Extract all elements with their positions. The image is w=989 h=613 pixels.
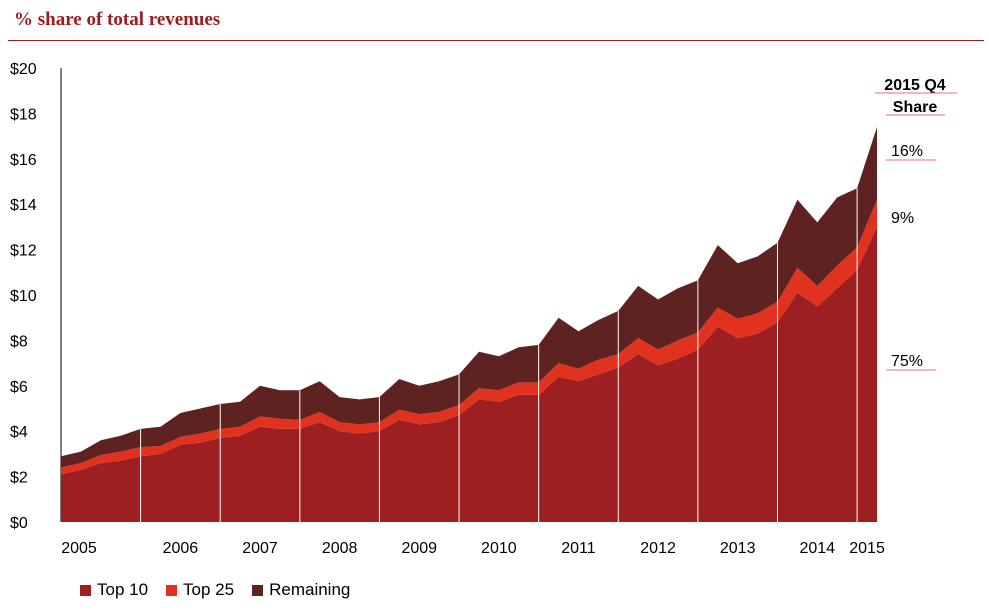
legend-item-top-10: Top 10 [80,580,148,600]
y-tick-label: $18 [10,106,37,123]
area-series-remaining [61,127,877,468]
x-year-label: 2012 [640,540,676,557]
legend-swatch [80,584,91,596]
share-header-line-1: 2015 Q4 [884,77,945,94]
x-year-label: 2010 [481,540,517,557]
title-rule [8,40,984,41]
x-year-label: 2013 [720,540,756,557]
x-year-label: 2005 [61,540,97,557]
share-header-line-2: Share [893,99,938,116]
y-tick-label: $2 [10,470,28,487]
legend-swatch [166,584,178,596]
x-year-label: 2007 [242,540,278,557]
x-year-label: 2006 [163,540,199,557]
y-tick-label: $0 [10,515,28,532]
y-tick-label: $14 [10,197,37,214]
x-year-label: 2008 [322,540,358,557]
area-series-top-10 [61,226,877,522]
chart-legend: Top 10 Top 25 Remaining [80,580,350,600]
y-tick-label: $8 [10,333,28,350]
legend-label: Top 10 [97,580,149,599]
legend-item-top-25: Top 25 [166,580,234,600]
x-year-label: 2014 [799,540,835,557]
x-year-label: 2011 [561,540,596,557]
share-value-top-25: 9% [891,210,914,227]
share-value-remaining: 16% [891,143,923,160]
x-year-label: 2009 [401,540,437,557]
y-tick-label: $6 [10,379,28,396]
share-value-top-10: 75% [891,353,923,370]
chart-title: % share of total revenues [14,9,221,30]
y-tick-label: $20 [10,61,37,78]
y-tick-label: $10 [10,288,37,305]
y-tick-label: $4 [10,424,28,441]
legend-item-remaining: Remaining [252,580,350,600]
x-year-label: 2015 [849,540,885,557]
y-tick-label: $16 [10,152,37,169]
legend-label: Remaining [269,580,351,599]
y-tick-label: $12 [10,243,37,260]
legend-swatch [252,584,264,596]
legend-label: Top 25 [183,580,235,599]
